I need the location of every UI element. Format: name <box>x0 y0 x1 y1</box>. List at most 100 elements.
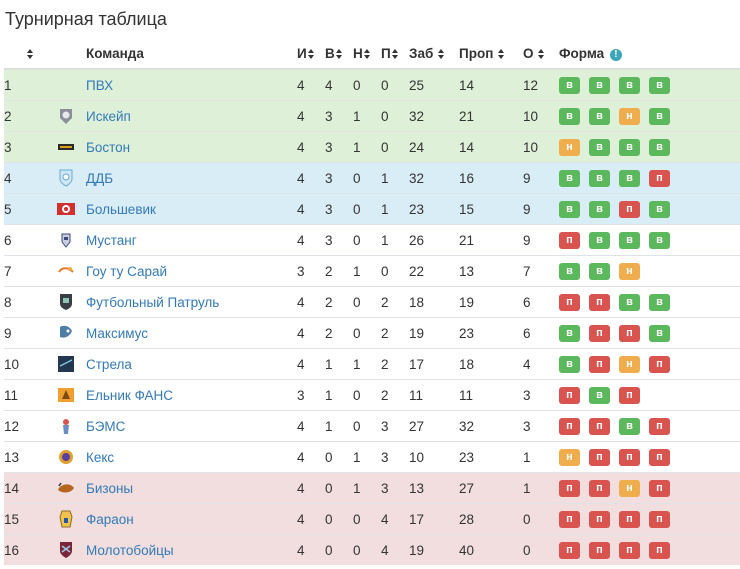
form-badge-win[interactable]: в <box>649 231 670 249</box>
team-link[interactable]: Молотобойцы <box>86 542 174 558</box>
points-cell: 7 <box>523 255 559 287</box>
form-badge-win[interactable]: в <box>559 107 580 125</box>
team-link[interactable]: Стрела <box>86 356 132 372</box>
team-link[interactable]: Бизоны <box>86 480 134 496</box>
form-badge-loss[interactable]: п <box>649 448 670 466</box>
form-badge-loss[interactable]: п <box>559 417 580 435</box>
ga-column-header[interactable]: Проп <box>459 39 523 70</box>
team-link[interactable]: Футбольный Патруль <box>86 294 220 310</box>
team-link[interactable]: Фараон <box>86 511 134 527</box>
form-badge-win[interactable]: в <box>619 138 640 156</box>
form-badge-loss[interactable]: п <box>559 293 580 311</box>
team-link[interactable]: Большевик <box>86 201 156 217</box>
form-badge-loss[interactable]: п <box>589 448 610 466</box>
team-link[interactable]: Искейп <box>86 108 131 124</box>
form-badge-loss[interactable]: п <box>589 541 610 559</box>
played-column-header[interactable]: И <box>297 39 325 70</box>
form-badge-win[interactable]: в <box>619 231 640 249</box>
team-link[interactable]: ПВХ <box>86 77 114 93</box>
form-badge-win[interactable]: в <box>619 293 640 311</box>
form-badge-loss[interactable]: п <box>589 417 610 435</box>
gf-column-header[interactable]: Заб <box>409 39 459 70</box>
form-badge-loss[interactable]: п <box>559 386 580 404</box>
crest-cell <box>45 348 86 380</box>
form-badge-loss[interactable]: п <box>649 417 670 435</box>
form-badge-win[interactable]: в <box>589 200 610 218</box>
form-badge-win[interactable]: в <box>589 231 610 249</box>
form-badge-win[interactable]: в <box>589 262 610 280</box>
form-badge-draw[interactable]: н <box>619 262 640 280</box>
form-badge-loss[interactable]: п <box>589 324 610 342</box>
form-badge-win[interactable]: в <box>559 324 580 342</box>
form-badge-loss[interactable]: п <box>649 510 670 528</box>
pos-column-header[interactable] <box>4 39 45 70</box>
form-badge-loss[interactable]: п <box>649 479 670 497</box>
form-badge-loss[interactable]: п <box>589 479 610 497</box>
form-badge-win[interactable]: в <box>559 76 580 94</box>
form-badge-loss[interactable]: п <box>589 293 610 311</box>
form-badge-draw[interactable]: н <box>619 479 640 497</box>
form-badge-win[interactable]: в <box>619 417 640 435</box>
form-badge-win[interactable]: в <box>559 355 580 373</box>
form-badge-loss[interactable]: п <box>649 541 670 559</box>
form-badge-draw[interactable]: н <box>559 448 580 466</box>
form-badge-loss[interactable]: п <box>619 541 640 559</box>
sort-icon[interactable] <box>438 49 445 60</box>
form-badge-loss[interactable]: п <box>589 510 610 528</box>
form-badge-win[interactable]: в <box>559 169 580 187</box>
form-badge-loss[interactable]: п <box>559 231 580 249</box>
team-link[interactable]: Гоу ту Сарай <box>86 263 168 279</box>
drawn-column-header[interactable]: Н <box>353 39 381 70</box>
pts-column-header[interactable]: О <box>523 39 559 70</box>
team-link[interactable]: Ельник ФАНС <box>86 387 174 403</box>
form-badge-loss[interactable]: п <box>619 386 640 404</box>
form-badge-loss[interactable]: п <box>649 355 670 373</box>
form-badge-loss[interactable]: п <box>649 169 670 187</box>
sort-icon[interactable] <box>27 49 34 59</box>
sort-icon[interactable] <box>498 49 505 60</box>
form-badge-loss[interactable]: п <box>619 200 640 218</box>
form-badge-win[interactable]: в <box>649 324 670 342</box>
team-link[interactable]: БЭМС <box>86 418 126 434</box>
form-badge-draw[interactable]: н <box>619 355 640 373</box>
form-badge-win[interactable]: в <box>649 76 670 94</box>
goals-against-cell: 21 <box>459 224 523 256</box>
form-badge-draw[interactable]: н <box>559 138 580 156</box>
info-icon[interactable]: ! <box>609 49 622 61</box>
team-link[interactable]: Мустанг <box>86 232 137 248</box>
form-badge-win[interactable]: в <box>589 169 610 187</box>
lost-column-header[interactable]: П <box>381 39 409 70</box>
team-link[interactable]: ДДБ <box>86 170 114 186</box>
form-badge-loss[interactable]: п <box>559 479 580 497</box>
form-badge-win[interactable]: в <box>589 76 610 94</box>
form-badge-win[interactable]: в <box>649 293 670 311</box>
form-badge-win[interactable]: в <box>559 262 580 280</box>
sort-icon[interactable] <box>307 49 315 60</box>
form-badge-win[interactable]: в <box>589 138 610 156</box>
form-badge-win[interactable]: в <box>649 138 670 156</box>
sort-icon[interactable] <box>538 49 545 60</box>
form-badge-win[interactable]: в <box>619 76 640 94</box>
form-badge-win[interactable]: в <box>619 169 640 187</box>
team-link[interactable]: Бостон <box>86 139 131 155</box>
form-badge-loss[interactable]: п <box>619 324 640 342</box>
form-badge-loss[interactable]: п <box>619 510 640 528</box>
form-badge-loss[interactable]: п <box>619 448 640 466</box>
form-badge-loss[interactable]: п <box>559 510 580 528</box>
form-badge-win[interactable]: в <box>559 200 580 218</box>
sort-icon[interactable] <box>335 49 343 60</box>
team-link[interactable]: Кекс <box>86 449 115 465</box>
form-badge-loss[interactable]: п <box>559 541 580 559</box>
form-badge-win[interactable]: в <box>589 107 610 125</box>
form-badge-win[interactable]: в <box>589 386 610 404</box>
won-column-header[interactable]: В <box>325 39 353 70</box>
team-link[interactable]: Максимус <box>86 325 149 341</box>
team-column-header[interactable]: Команда <box>86 39 297 70</box>
form-badge-loss[interactable]: п <box>589 355 610 373</box>
form-badge-draw[interactable]: н <box>619 107 640 125</box>
sort-icon[interactable] <box>391 49 399 60</box>
lost-header-label: П <box>381 46 391 61</box>
sort-icon[interactable] <box>363 49 371 60</box>
form-badge-win[interactable]: в <box>649 200 670 218</box>
form-badge-win[interactable]: в <box>649 107 670 125</box>
